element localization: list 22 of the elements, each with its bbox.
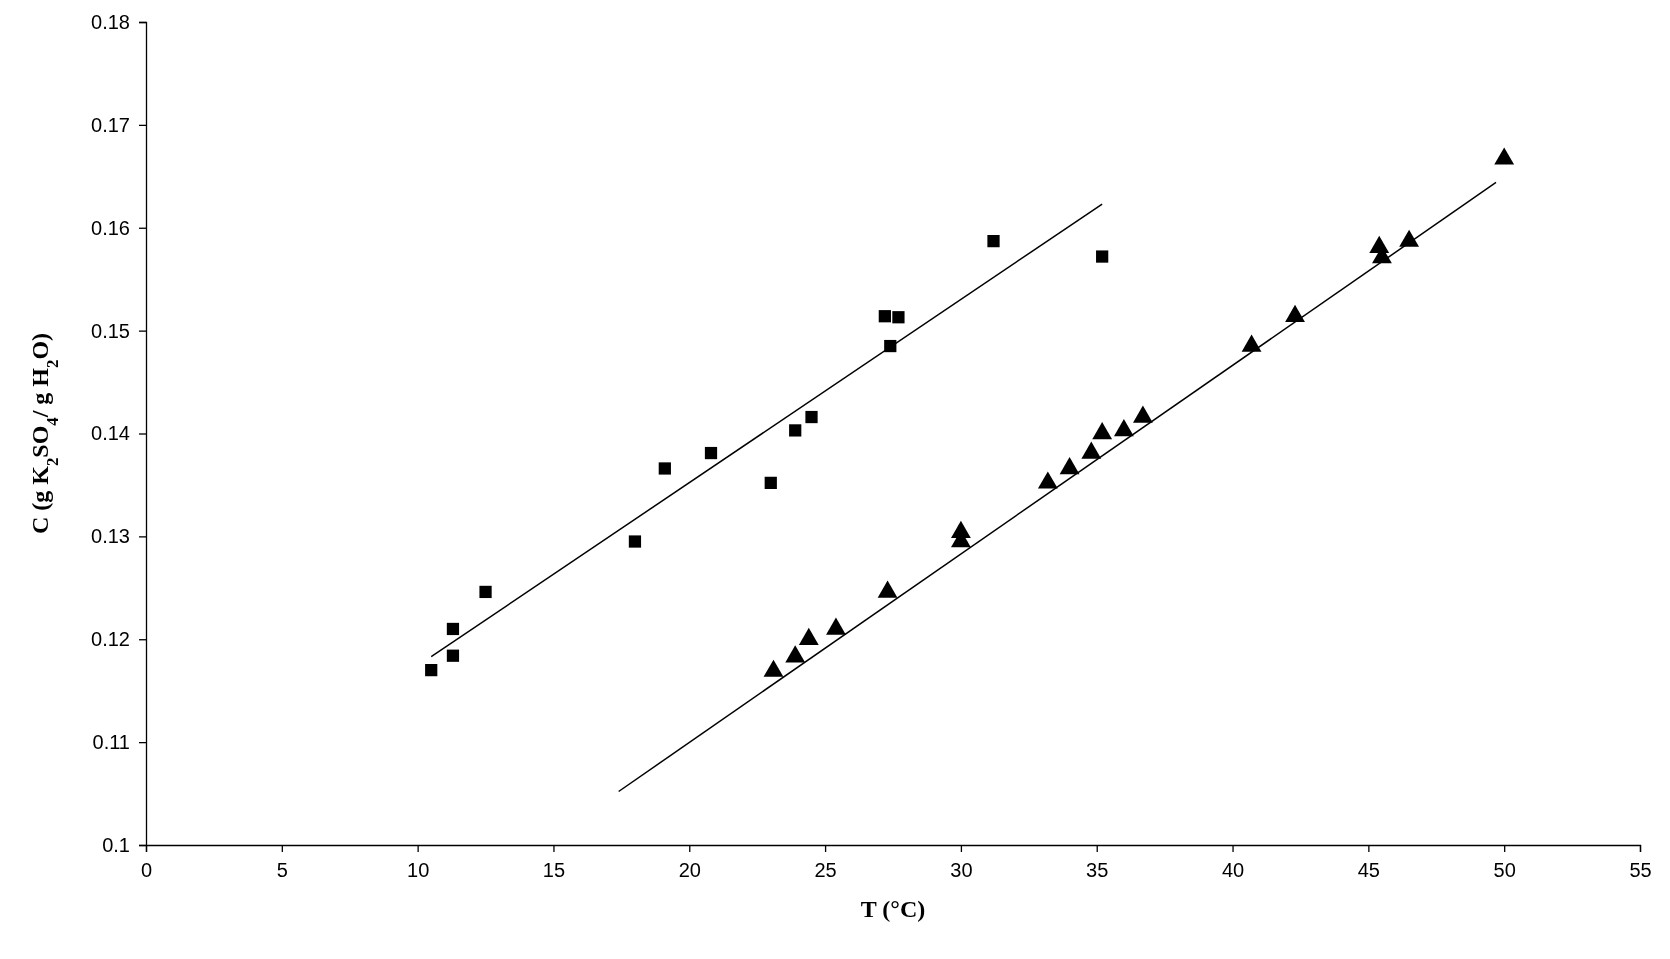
x-tick-label: 50 [1493, 859, 1516, 881]
y-tick-label: 0.16 [91, 216, 130, 239]
y-tick-label: 0.13 [91, 525, 130, 548]
y-tick-label: 0.11 [92, 731, 130, 754]
x-axis-title: T (°C) [860, 896, 926, 922]
x-tick-label: 40 [1221, 859, 1245, 881]
x-tick-label: 35 [1086, 859, 1109, 881]
x-tick-label: 10 [407, 859, 430, 881]
x-tick-label: 30 [950, 859, 973, 881]
y-tick-label: 0.15 [91, 319, 130, 342]
x-tick-label: 15 [542, 859, 566, 881]
x-tick-label: 20 [678, 859, 701, 881]
x-tick-label: 25 [814, 859, 837, 881]
x-tick-label: 5 [276, 859, 288, 881]
x-tick-label: 55 [1629, 859, 1652, 881]
y-tick-label: 0.14 [91, 422, 130, 445]
x-tick-label: 0 [140, 859, 153, 881]
x-tick-label: 45 [1357, 859, 1380, 881]
y-tick-label: 0.12 [91, 628, 130, 651]
y-tick-label: 0.1 [102, 833, 130, 856]
y-tick-label: 0.17 [91, 113, 130, 136]
y-tick-label: 0.18 [91, 10, 130, 33]
